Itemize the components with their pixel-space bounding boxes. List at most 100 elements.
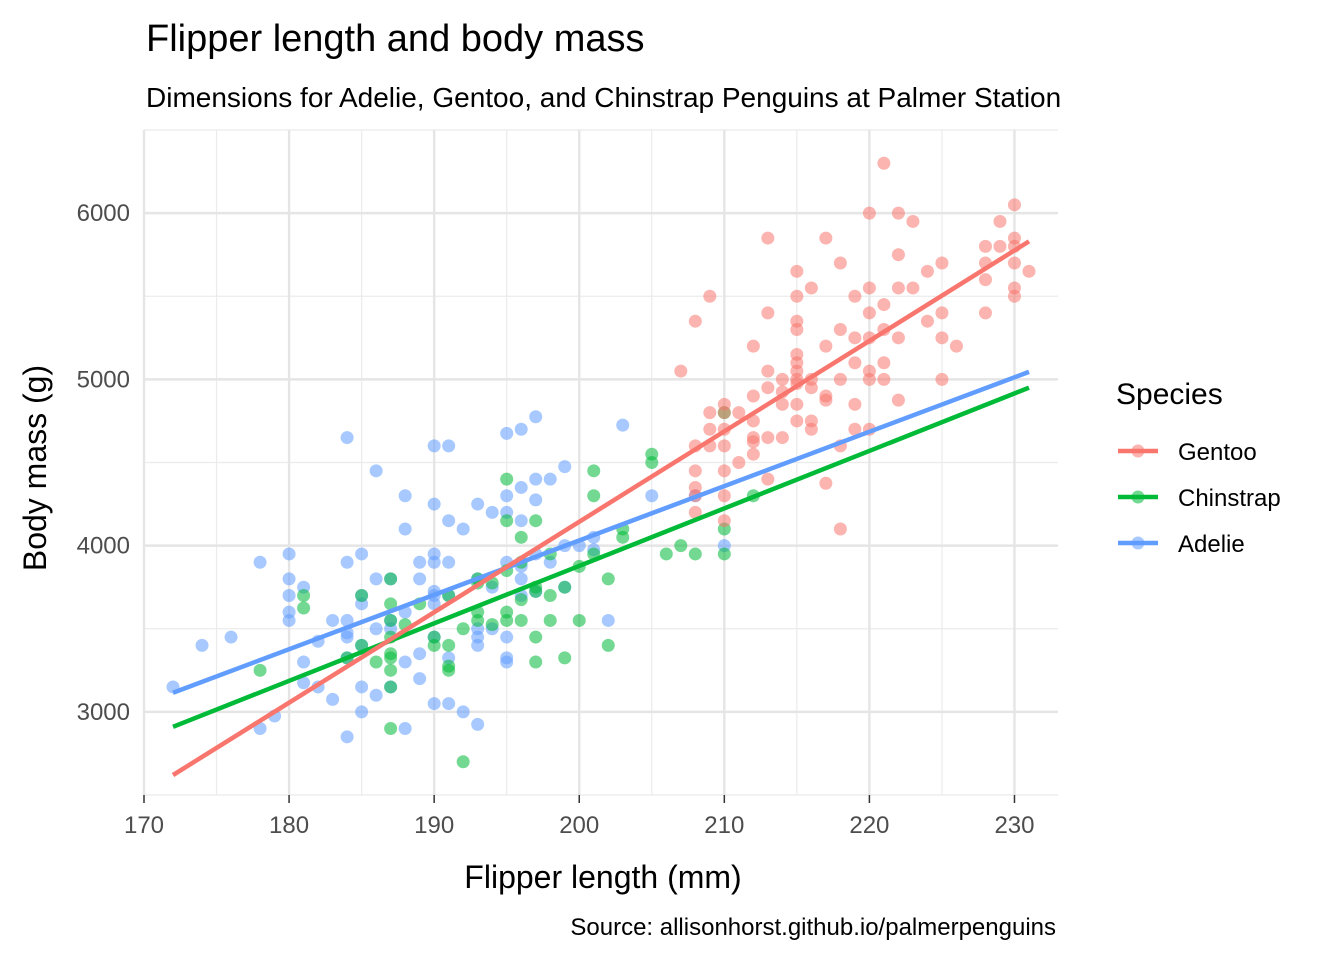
data-point (862, 206, 876, 220)
y-tick-label: 6000 (77, 200, 130, 227)
data-point (471, 638, 485, 652)
data-point (717, 439, 731, 453)
data-point (427, 597, 441, 611)
data-point (529, 514, 543, 528)
data-point (514, 514, 528, 528)
x-tick-label: 180 (269, 812, 309, 839)
data-point (732, 456, 746, 469)
data-point (398, 655, 412, 669)
trend-line-adelie (172, 369, 1030, 695)
data-point (282, 547, 296, 561)
data-point (993, 214, 1007, 228)
data-point (761, 364, 775, 378)
data-point (340, 613, 354, 627)
data-point (746, 447, 760, 461)
data-point (456, 622, 470, 636)
legend-key-point (1131, 444, 1145, 458)
data-point (935, 372, 949, 386)
data-point (790, 356, 804, 370)
data-point (717, 547, 731, 561)
data-point (384, 680, 398, 694)
data-point (674, 539, 688, 553)
data-point (195, 638, 209, 652)
data-point (688, 314, 702, 328)
data-point (862, 372, 876, 386)
data-point (645, 456, 659, 469)
data-point (355, 589, 369, 602)
data-point (355, 680, 369, 694)
y-tick-label: 3000 (77, 699, 130, 726)
data-point (500, 472, 514, 486)
grid-lines (142, 129, 1058, 796)
data-point (529, 655, 543, 669)
data-point (529, 584, 543, 598)
data-point (587, 489, 601, 503)
data-point (601, 572, 615, 586)
data-point (717, 514, 731, 528)
data-point (949, 339, 963, 353)
data-point (935, 331, 949, 345)
legend-item-chinstrap: Chinstrap (1118, 485, 1281, 512)
data-point (442, 638, 456, 652)
data-point (833, 323, 847, 336)
data-point (500, 655, 514, 669)
data-point (384, 651, 398, 665)
legend-title: Species (1116, 378, 1223, 411)
x-axis-ticks: 170 180 190 200 210 220 230 (124, 795, 1034, 839)
data-point (413, 672, 427, 686)
y-axis-ticks: 3000 4000 5000 6000 (77, 200, 130, 726)
data-point (819, 393, 833, 407)
data-point (703, 289, 717, 303)
data-point (500, 630, 514, 644)
data-point (688, 547, 702, 561)
data-point (978, 239, 992, 253)
x-tick-label: 230 (994, 812, 1034, 839)
data-point (529, 493, 543, 507)
data-point (775, 372, 789, 386)
data-point (514, 480, 528, 494)
data-point (514, 572, 528, 586)
data-point (790, 397, 804, 411)
data-point (297, 601, 311, 615)
data-point (717, 489, 731, 503)
data-point (384, 613, 398, 627)
data-point (1007, 289, 1021, 303)
y-tick-label: 4000 (77, 533, 130, 560)
data-point (398, 522, 412, 536)
data-point (398, 722, 412, 735)
legend-item-adelie: Adelie (1118, 531, 1245, 558)
data-point (819, 476, 833, 490)
data-point (398, 489, 412, 503)
data-point (500, 489, 514, 503)
x-tick-label: 220 (849, 812, 889, 839)
data-point (790, 289, 804, 303)
data-point (1007, 198, 1021, 212)
data-point (369, 572, 383, 586)
data-point (471, 613, 485, 627)
data-point (297, 655, 311, 669)
data-point (326, 692, 340, 706)
data-point (529, 472, 543, 486)
data-point (848, 397, 862, 411)
data-point (688, 464, 702, 478)
data-point (833, 522, 847, 536)
series-points-gentoo (674, 156, 1036, 536)
legend-label: Chinstrap (1178, 485, 1281, 512)
data-point (500, 613, 514, 627)
data-point (688, 505, 702, 519)
data-point (616, 530, 630, 544)
data-point (442, 555, 456, 569)
data-point (790, 414, 804, 428)
data-point (297, 589, 311, 602)
data-point (514, 593, 528, 607)
data-point (340, 555, 354, 569)
legend-key-point (1131, 490, 1145, 504)
data-point (877, 156, 891, 170)
data-point (587, 464, 601, 478)
data-point (1022, 264, 1036, 278)
y-tick-label: 5000 (77, 366, 130, 393)
data-point (920, 314, 934, 328)
x-tick-label: 210 (704, 812, 744, 839)
data-point (703, 422, 717, 436)
